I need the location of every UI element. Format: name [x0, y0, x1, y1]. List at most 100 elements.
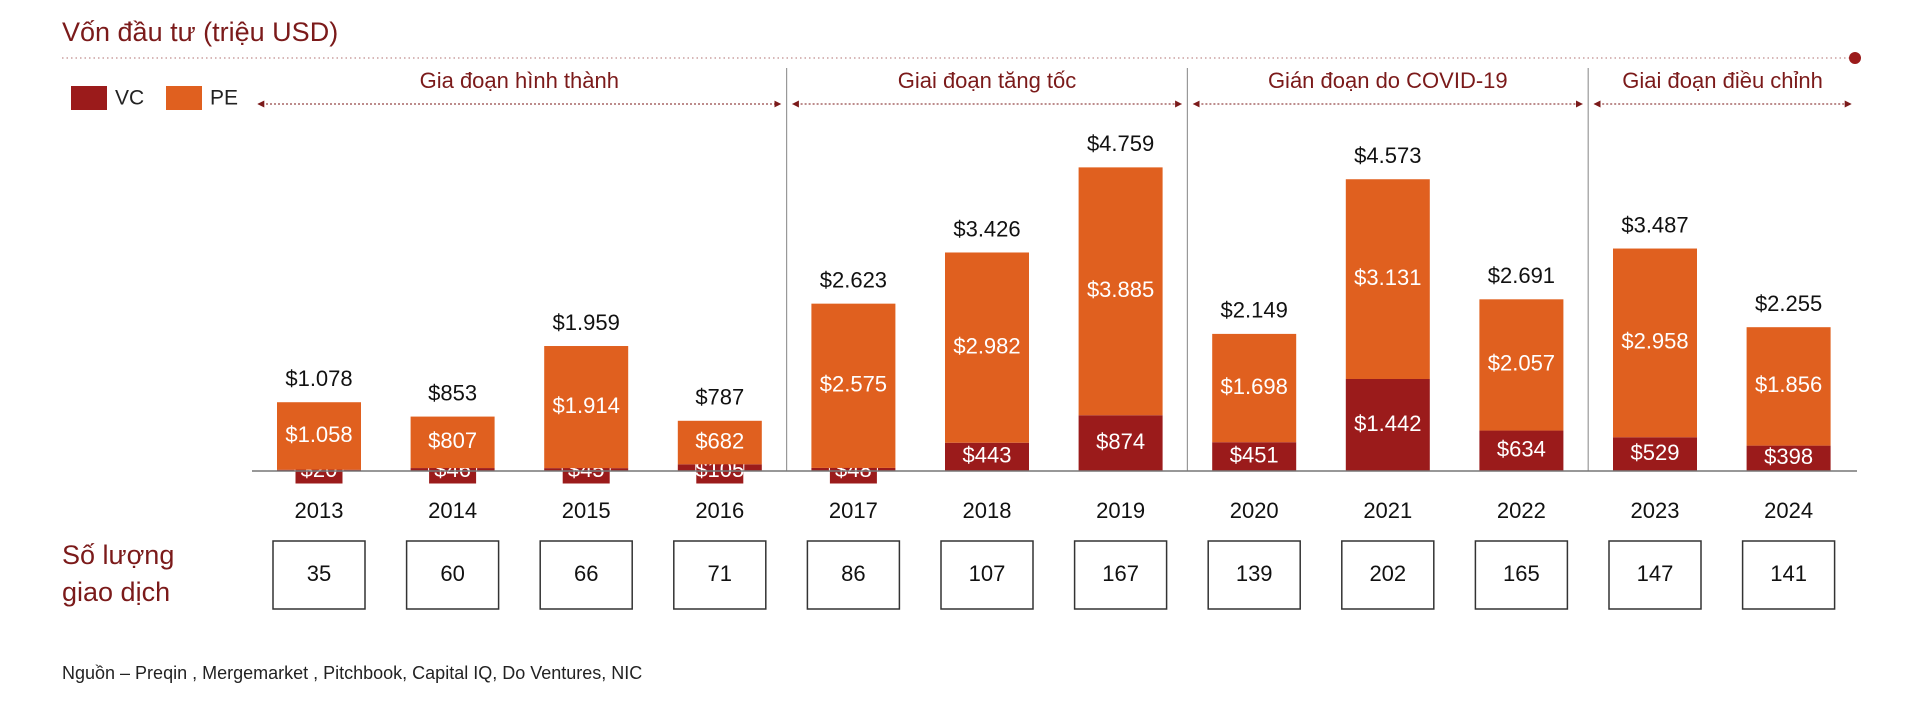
divider-dot: [1849, 52, 1861, 64]
deal-count-box: [1341, 540, 1435, 610]
x-tick-label: 2023: [1631, 498, 1680, 523]
bar-segment: [1613, 437, 1697, 471]
total-label: $853: [428, 380, 477, 405]
deal-count-box: [673, 540, 767, 610]
x-tick-label: 2022: [1497, 498, 1546, 523]
bar-segment: [1078, 167, 1163, 416]
total-label: $2.691: [1488, 263, 1555, 288]
total-label: $2.149: [1221, 298, 1288, 323]
bar-segment: [1746, 327, 1831, 446]
total-label: $2.255: [1755, 291, 1822, 316]
x-tick-label: 2016: [695, 498, 744, 523]
deal-count-box: [1073, 540, 1168, 610]
value-label: $2.958: [1621, 329, 1688, 354]
x-tick-label: 2014: [428, 498, 477, 523]
deal-count: 167: [1102, 561, 1139, 586]
phase-label: Giai đoạn điều chỉnh: [1622, 68, 1823, 93]
bar-segment: [811, 303, 896, 468]
deal-count-box: [1608, 540, 1702, 610]
x-tick-label: 2017: [829, 498, 878, 523]
value-label: $529: [1631, 440, 1680, 465]
value-label: $3.131: [1354, 265, 1421, 290]
bar-segment: [1479, 430, 1564, 471]
deal-count-box: [1741, 540, 1836, 610]
value-label: $682: [695, 428, 744, 453]
value-label: $443: [963, 443, 1012, 468]
x-tick-label: 2020: [1230, 498, 1279, 523]
bar-segment: [410, 416, 495, 469]
deal-count: 107: [969, 561, 1006, 586]
deal-count: 202: [1369, 561, 1406, 586]
value-label: $807: [428, 428, 477, 453]
deal-count: 86: [841, 561, 865, 586]
bar-segment: [1345, 379, 1430, 471]
deal-count: 147: [1637, 561, 1674, 586]
bar-segment: [1212, 442, 1297, 471]
bar-segment: [945, 442, 1029, 471]
bar-segment: [677, 420, 762, 465]
x-tick-label: 2013: [295, 498, 344, 523]
value-label: $451: [1230, 442, 1279, 467]
x-tick-label: 2018: [963, 498, 1012, 523]
total-label: $1.959: [553, 310, 620, 335]
legend-swatch: [166, 86, 202, 110]
bar-segment: [1345, 179, 1430, 380]
phase-label: Gia đoạn hình thành: [420, 68, 619, 93]
bar-segment: [1479, 299, 1564, 431]
source: Nguồn – Preqin , Mergemarket , Pitchbook…: [62, 663, 642, 683]
x-tick-label: 2019: [1096, 498, 1145, 523]
deal-count: 165: [1503, 561, 1540, 586]
value-label: $3.885: [1087, 277, 1154, 302]
bar-segment: [544, 346, 629, 469]
bar-segment: [1212, 333, 1297, 443]
bar-segment: [945, 252, 1029, 443]
deal-count-box: [272, 540, 366, 610]
x-tick-label: 2015: [562, 498, 611, 523]
deal-count-box: [1474, 540, 1569, 610]
bar-segment: [1613, 248, 1697, 438]
phase-label: Gián đoạn do COVID-19: [1268, 68, 1508, 93]
value-label: $398: [1764, 444, 1813, 469]
legend-label: VC: [115, 87, 144, 110]
legend-swatch: [71, 86, 107, 110]
value-label: $2.982: [953, 333, 1020, 358]
deal-count: 66: [574, 561, 598, 586]
bar-segment: [277, 402, 361, 470]
deal-count-box: [539, 540, 633, 610]
legend-label: PE: [210, 87, 238, 110]
value-label: $874: [1096, 429, 1145, 454]
deal-count-label: Số lượng: [62, 540, 174, 570]
value-label: $2.575: [820, 372, 887, 397]
total-label: $2.623: [820, 267, 887, 292]
deal-count-label: giao dịch: [62, 577, 170, 607]
deal-count: 35: [307, 561, 331, 586]
value-label: $1.442: [1354, 411, 1421, 436]
deal-count-box: [940, 540, 1034, 610]
value-label: $634: [1497, 437, 1546, 462]
value-label: $1.058: [285, 422, 352, 447]
deal-count: 139: [1236, 561, 1273, 586]
value-label: $2.057: [1488, 351, 1555, 376]
total-label: $3.426: [953, 216, 1020, 241]
x-tick-label: 2021: [1363, 498, 1412, 523]
deal-count: 60: [440, 561, 464, 586]
chart-title: Vốn đầu tư (triệu USD): [62, 17, 338, 47]
total-label: $787: [695, 385, 744, 410]
total-label: $1.078: [285, 366, 352, 391]
deal-count-box: [1207, 540, 1301, 610]
value-label: $1.914: [553, 393, 620, 418]
x-tick-label: 2024: [1764, 498, 1813, 523]
value-label: $1.698: [1221, 374, 1288, 399]
value-label: $1.856: [1755, 372, 1822, 397]
deal-count-box: [405, 540, 500, 610]
deal-count-box: [806, 540, 901, 610]
phase-label: Giai đoạn tăng tốc: [898, 68, 1077, 93]
bar-segment: [1746, 445, 1831, 471]
total-label: $4.573: [1354, 143, 1421, 168]
deal-count: 141: [1770, 561, 1807, 586]
bar-segment: [1078, 415, 1163, 471]
total-label: $3.487: [1621, 212, 1688, 237]
total-label: $4.759: [1087, 131, 1154, 156]
deal-count: 71: [708, 561, 732, 586]
